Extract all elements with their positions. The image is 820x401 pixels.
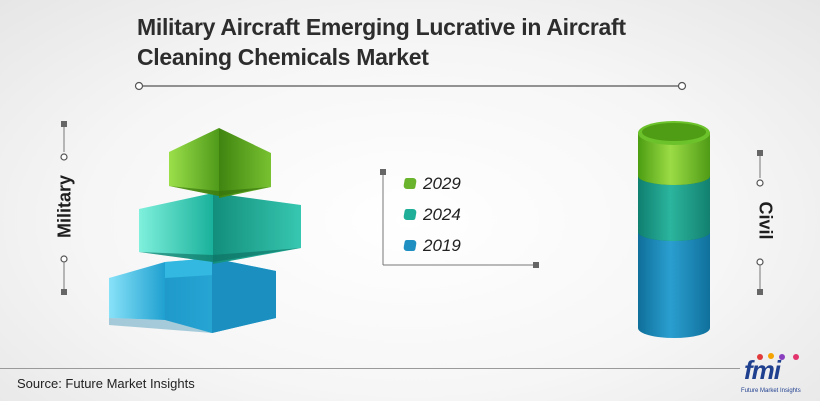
civil-axis-decoration [756, 150, 764, 295]
logo-mark [757, 353, 799, 360]
legend-item-2019: 2019 [403, 230, 461, 261]
legend-label-2024: 2024 [423, 204, 461, 224]
title-line-1: Military Aircraft Emerging Lucrative in … [137, 14, 626, 40]
military-bar-2019 [109, 258, 276, 333]
civil-stack [638, 121, 710, 338]
title-line-2: Cleaning Chemicals Market [137, 44, 429, 70]
civil-label: Civil [755, 201, 776, 240]
legend-swatch-2029 [403, 178, 417, 189]
source-note: Source: Future Market Insights [17, 376, 195, 391]
title-divider [134, 81, 687, 91]
military-bar-2029 [169, 128, 271, 198]
legend-label-2029: 2029 [423, 173, 461, 193]
logo-subtitle: Future Market Insights [741, 388, 801, 394]
logo-text: fmi [744, 355, 781, 385]
legend-swatch-2019 [403, 240, 417, 251]
military-label: Military [54, 174, 75, 239]
civil-bar-2029 [638, 121, 710, 185]
military-stack [109, 128, 301, 333]
military-bar-2024 [139, 193, 301, 264]
legend-item-2024: 2024 [403, 199, 461, 230]
footer-divider [0, 368, 740, 369]
chart-title: Military Aircraft Emerging Lucrative in … [137, 12, 737, 72]
military-axis-decoration [60, 121, 68, 295]
legend-label-2019: 2019 [423, 235, 461, 255]
legend-frame [380, 169, 539, 268]
legend: 2029 2024 2019 [403, 168, 461, 261]
legend-item-2029: 2029 [403, 168, 461, 199]
legend-swatch-2024 [403, 209, 417, 220]
